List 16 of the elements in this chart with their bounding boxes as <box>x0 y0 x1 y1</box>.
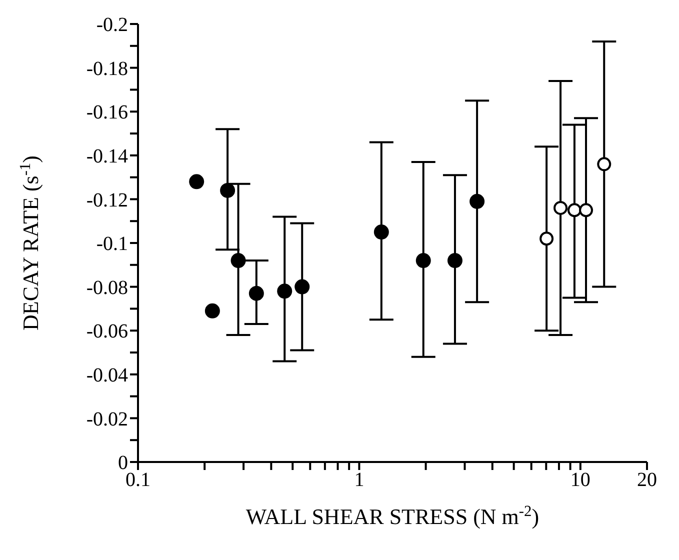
y-tick-label: -0.1 <box>96 233 128 256</box>
y-tick-label: 0 <box>118 452 128 474</box>
y-tick-label: -0.2 <box>96 14 128 36</box>
x-tick-label: 1 <box>354 469 364 492</box>
x-tick-label: 20 <box>637 469 657 492</box>
y-tick-label: -0.04 <box>86 364 128 386</box>
y-tick-label: -0.14 <box>86 146 128 168</box>
y-tick-label: -0.16 <box>86 102 128 124</box>
x-tick-label: 0.1 <box>126 469 150 492</box>
y-tick-label: -0.12 <box>86 189 128 212</box>
x-axis-title: WALL SHEAR STRESS (N m$^{-2}$) <box>246 502 540 529</box>
y-tick-label: -0.02 <box>86 408 128 430</box>
y-tick-label: -0.06 <box>86 320 128 343</box>
y-tick-label: -0.08 <box>86 276 128 299</box>
x-tick-label: 10 <box>570 469 590 492</box>
y-tick-label: -0.18 <box>86 58 128 80</box>
